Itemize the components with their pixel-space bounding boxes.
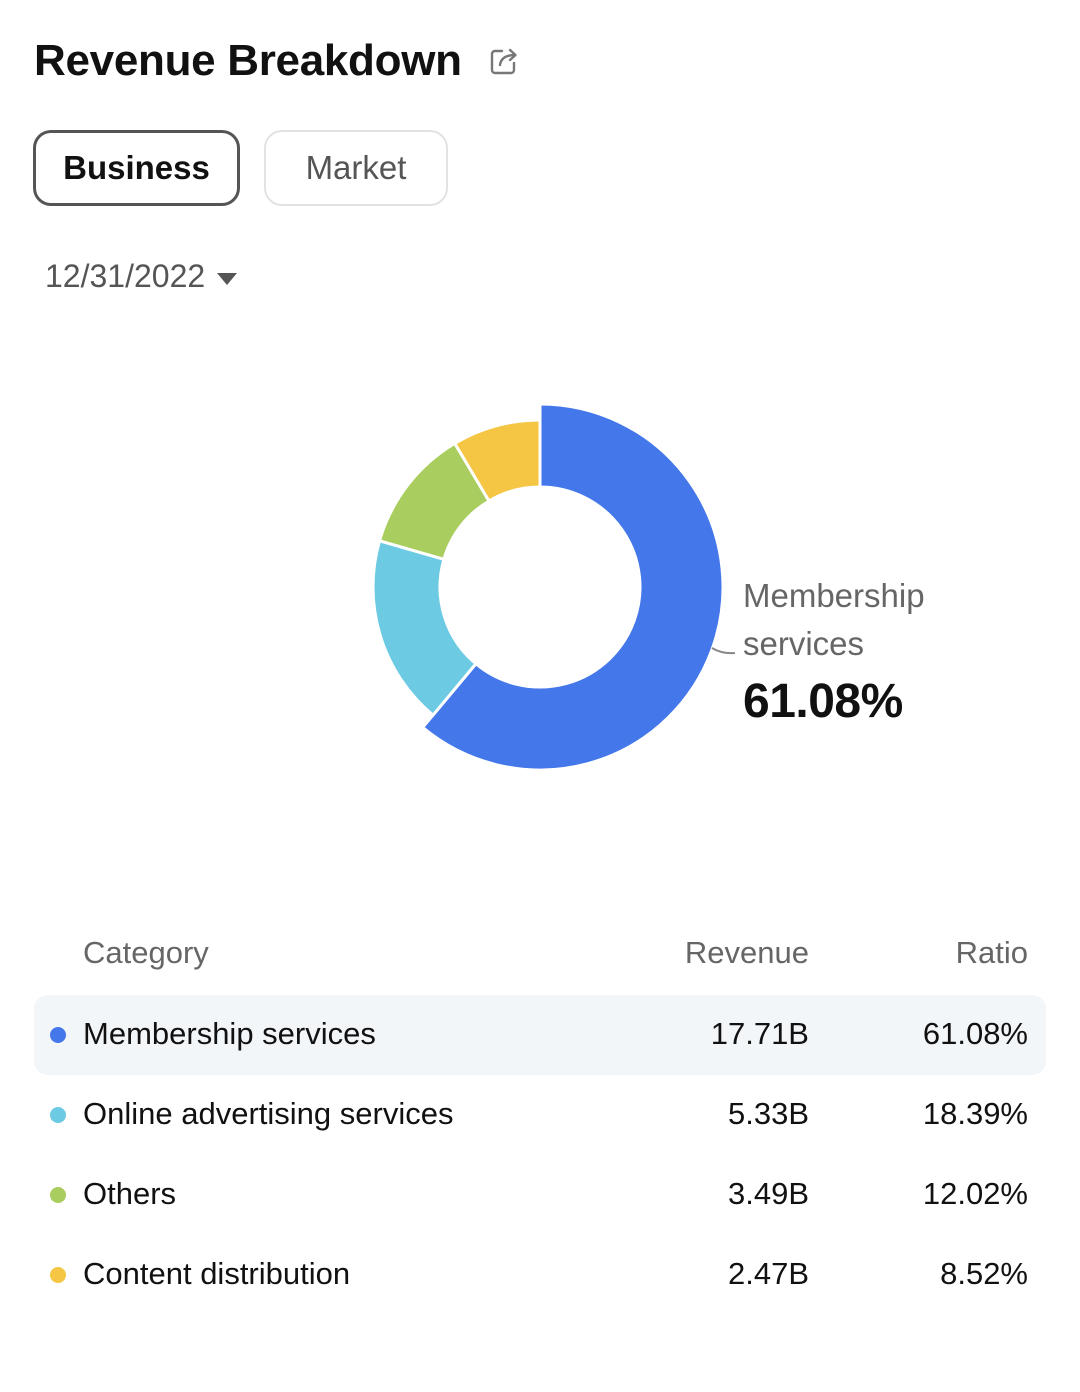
share-icon[interactable] <box>486 43 522 79</box>
donut-chart <box>371 402 736 772</box>
row-ratio: 18.39% <box>922 1096 1028 1131</box>
tab-business[interactable]: Business <box>33 130 240 206</box>
row-category: Others <box>83 1176 177 1211</box>
caret-down-icon <box>217 272 238 285</box>
date-dropdown[interactable]: 12/31/2022 <box>45 258 238 295</box>
donut-slice-content-distribution[interactable] <box>452 418 542 504</box>
row-revenue: 5.33B <box>727 1096 809 1131</box>
table-row[interactable]: Membership services 17.71B 61.08% <box>34 995 1046 1075</box>
legend-dot <box>50 1107 66 1123</box>
callout-value: 61.08% <box>743 675 903 728</box>
row-category: Membership services <box>83 1016 376 1051</box>
row-revenue: 2.47B <box>727 1256 809 1291</box>
callout-leader-line <box>711 647 736 655</box>
tab-bar: Business Market <box>33 130 448 206</box>
date-value: 12/31/2022 <box>45 258 206 294</box>
revenue-table: Category Revenue Ratio Membership servic… <box>34 915 1046 1315</box>
table-row[interactable]: Others 3.49B 12.02% <box>34 1155 1046 1235</box>
row-ratio: 8.52% <box>940 1256 1028 1291</box>
row-ratio: 12.02% <box>922 1176 1028 1211</box>
legend-dot <box>50 1187 66 1203</box>
table-row[interactable]: Content distribution 2.47B 8.52% <box>34 1235 1046 1315</box>
row-revenue: 17.71B <box>710 1016 809 1051</box>
header-ratio: Ratio <box>955 935 1028 970</box>
legend-dot <box>50 1027 66 1043</box>
tab-market[interactable]: Market <box>264 130 448 206</box>
donut-slice-membership-services[interactable] <box>420 402 725 772</box>
share-icon-glyph <box>490 48 517 75</box>
table-header: Category Revenue Ratio <box>34 915 1046 995</box>
row-ratio: 61.08% <box>922 1016 1028 1051</box>
row-category: Content distribution <box>83 1256 351 1291</box>
header: Revenue Breakdown <box>34 36 522 86</box>
legend-dot <box>50 1267 66 1283</box>
page-title: Revenue Breakdown <box>34 36 462 85</box>
table-row[interactable]: Online advertising services 5.33B 18.39% <box>34 1075 1046 1155</box>
header-revenue: Revenue <box>684 935 809 970</box>
header-category: Category <box>83 935 209 970</box>
callout-label: Membership services <box>743 577 925 662</box>
row-category: Online advertising services <box>83 1096 454 1131</box>
row-revenue: 3.49B <box>727 1176 809 1211</box>
chart-callout: Membership services 61.08% <box>743 572 983 729</box>
